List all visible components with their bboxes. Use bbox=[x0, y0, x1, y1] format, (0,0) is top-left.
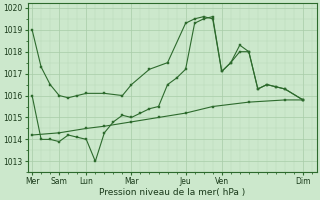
X-axis label: Pression niveau de la mer( hPa ): Pression niveau de la mer( hPa ) bbox=[99, 188, 245, 197]
